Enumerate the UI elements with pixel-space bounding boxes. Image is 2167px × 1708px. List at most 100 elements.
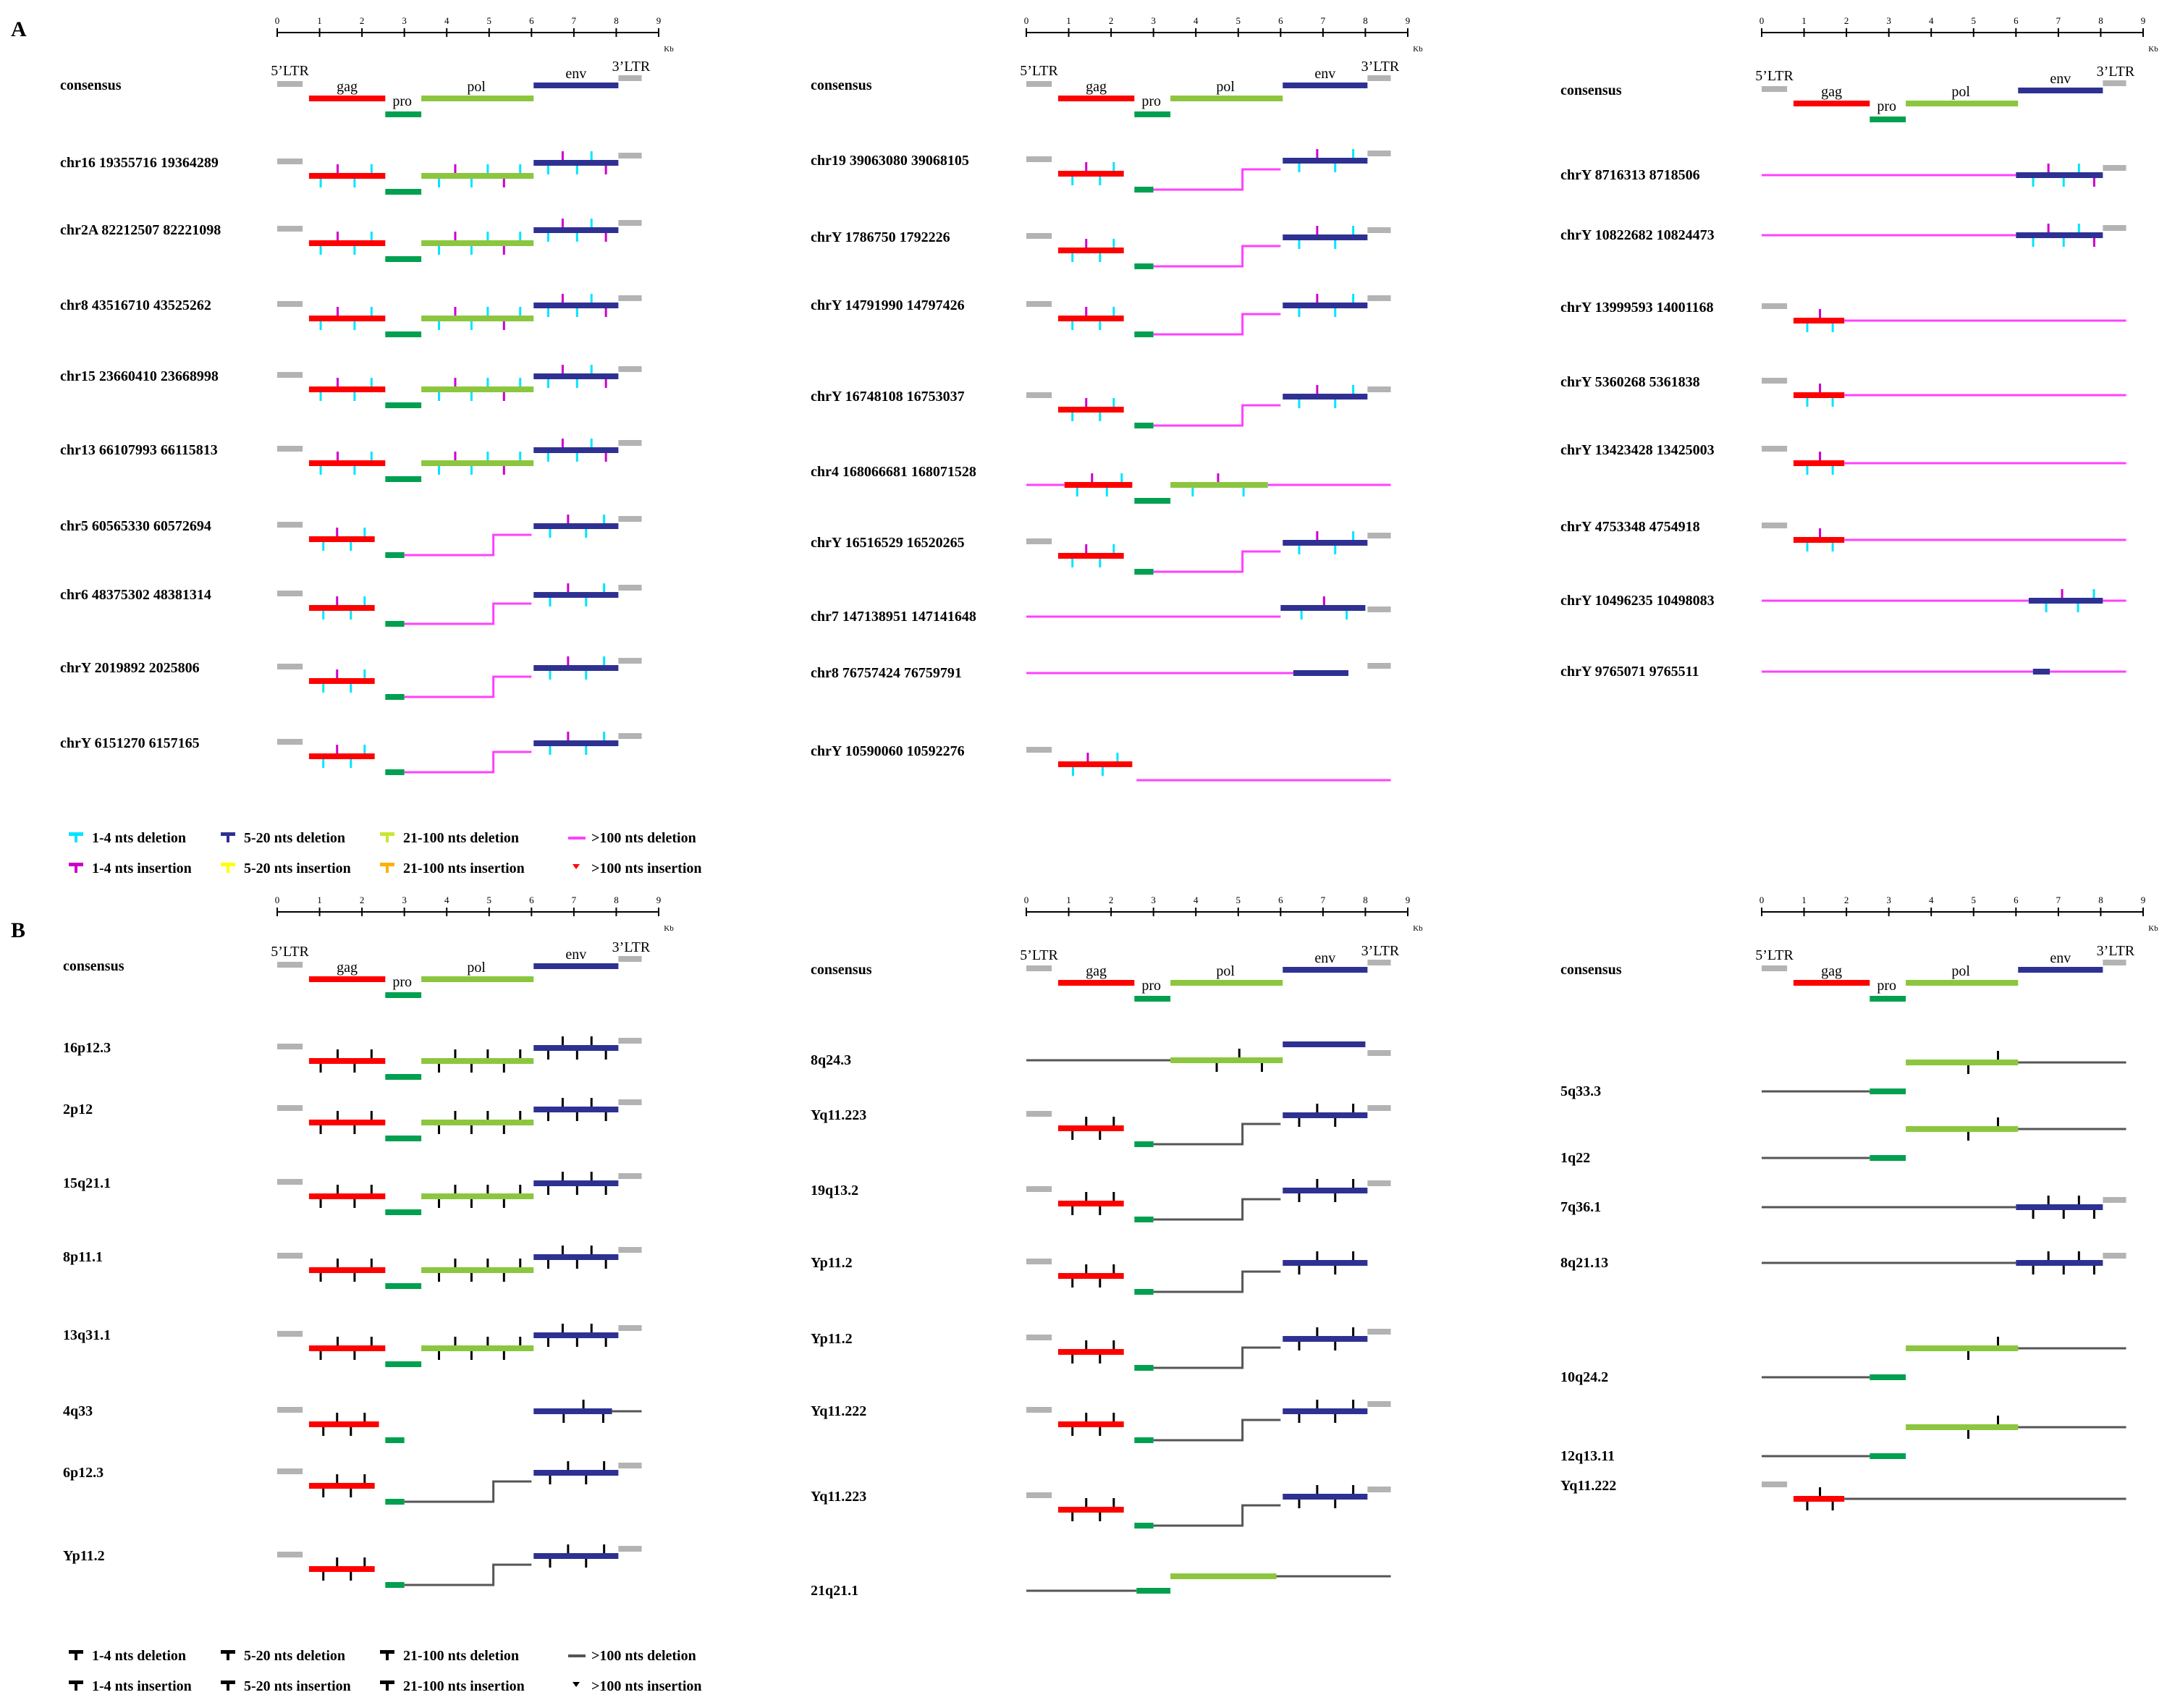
mutation-mark — [567, 583, 570, 592]
axis-tick-label: 4 — [1929, 895, 1934, 905]
legend-label: >100 nts insertion — [591, 861, 702, 876]
sequence-label: chrY 1786750 1792226 — [811, 229, 950, 245]
env-bar — [1283, 158, 1368, 164]
ltr5-bar — [277, 664, 303, 669]
mutation-mark — [1261, 1063, 1264, 1072]
pro-bar — [385, 1361, 422, 1367]
ltr5-label: 5’LTR — [1020, 947, 1058, 963]
ltr3-bar — [618, 658, 642, 664]
pol-bar — [421, 1345, 534, 1351]
mutation-mark — [604, 453, 607, 462]
mutation-mark — [454, 1049, 457, 1058]
axis-tick-label: 8 — [1363, 15, 1368, 26]
env-label: env — [565, 66, 586, 82]
mutation-mark — [454, 1259, 457, 1267]
mutation-mark — [1298, 1193, 1301, 1202]
deletion-line — [404, 533, 532, 557]
mutation-mark — [353, 1351, 356, 1360]
env-bar — [1283, 234, 1368, 240]
mutation-mark — [590, 1246, 593, 1254]
mutation-mark — [1334, 1500, 1337, 1508]
env-bar — [533, 83, 619, 88]
axis-tick-label: 6 — [1278, 15, 1283, 26]
mutation-mark — [546, 1051, 549, 1060]
mutation-mark — [604, 1112, 607, 1121]
gag-bar — [1057, 1507, 1124, 1513]
mutation-mark — [1215, 1063, 1218, 1072]
deletion-line — [404, 751, 532, 774]
ltr3-bar — [618, 1038, 642, 1044]
env-bar — [533, 1332, 619, 1338]
consensus-label: consensus — [1560, 962, 1622, 978]
axis-tick-label: 8 — [2098, 895, 2103, 905]
mutation-mark — [1298, 240, 1301, 249]
mutation-mark — [1819, 309, 1822, 318]
gag-bar — [1057, 1349, 1124, 1355]
axis-tick-label: 7 — [1321, 15, 1326, 26]
mutation-mark — [336, 378, 339, 386]
mutation-mark — [438, 466, 441, 475]
mutation-mark — [370, 164, 373, 173]
mutation-mark — [1334, 308, 1337, 317]
pro-bar — [1134, 996, 1171, 1002]
pol-bar — [1906, 1345, 2019, 1351]
ltr3-bar — [1367, 960, 1391, 965]
pro-bar — [1870, 1453, 1906, 1459]
axis-tick-label: 3 — [1886, 895, 1891, 905]
mutation-mark — [470, 179, 473, 187]
mutation-mark — [1105, 488, 1108, 496]
axis-tick-label: 5 — [1236, 895, 1241, 905]
mutation-mark — [502, 321, 505, 330]
mutation-mark — [350, 759, 352, 768]
mutation-mark — [590, 1324, 593, 1332]
axis-tick-label: 4 — [444, 15, 449, 26]
mutation-mark — [546, 308, 549, 317]
env-bar — [2018, 967, 2103, 973]
axis-tick-label: 8 — [1363, 895, 1368, 905]
ltr3-bar — [1367, 75, 1391, 81]
mutation-mark — [363, 528, 366, 536]
mutation-mark — [561, 294, 564, 303]
mutation-mark — [1806, 398, 1809, 407]
mutation-mark — [2032, 1266, 2035, 1274]
mutation-mark — [582, 1400, 585, 1408]
ltr5-label: 5’LTR — [271, 944, 309, 960]
pro-bar — [385, 1209, 422, 1215]
mutation-mark — [336, 1111, 339, 1120]
mutation-mark — [486, 1337, 489, 1345]
mutation-mark — [546, 1112, 549, 1121]
mutation-mark — [1298, 1342, 1301, 1350]
ltr3-bar — [1367, 1487, 1391, 1492]
mutation-mark — [454, 452, 457, 460]
mutation-mark — [1112, 544, 1115, 553]
sequence-label: 8q24.3 — [811, 1052, 851, 1068]
mutation-mark — [370, 232, 373, 240]
gag-bar — [1057, 248, 1124, 253]
legend-label: 5-20 nts deletion — [244, 1648, 345, 1664]
ltr5-bar — [1762, 1481, 1788, 1487]
env-bar — [1283, 83, 1368, 88]
mutation-mark — [353, 321, 356, 330]
axis-tick-label: 9 — [2141, 895, 2146, 905]
ltr5-bar — [1026, 538, 1052, 544]
deletion-line — [1153, 1419, 1281, 1442]
pro-label: pro — [392, 93, 412, 109]
mutation-mark — [2077, 1196, 2080, 1204]
axis-unit-label: Kb — [1413, 924, 1423, 933]
mutation-mark — [546, 1186, 549, 1195]
mutation-mark — [567, 656, 570, 665]
mutation-mark — [1819, 384, 1822, 392]
env-bar — [533, 1180, 619, 1186]
pro-bar — [1134, 423, 1154, 428]
legend-swatch — [75, 832, 77, 842]
mutation-mark — [575, 1051, 578, 1060]
env-bar — [533, 1408, 612, 1414]
mutation-mark — [2045, 604, 2048, 612]
ltr3-bar — [618, 153, 642, 158]
ltr5-bar — [1026, 1335, 1052, 1340]
pol-bar — [1906, 1060, 2019, 1065]
axis-tick-label: 8 — [2098, 15, 2103, 26]
mutation-mark — [603, 583, 606, 592]
mutation-mark — [1316, 1327, 1319, 1336]
ltr3-bar — [618, 366, 642, 372]
